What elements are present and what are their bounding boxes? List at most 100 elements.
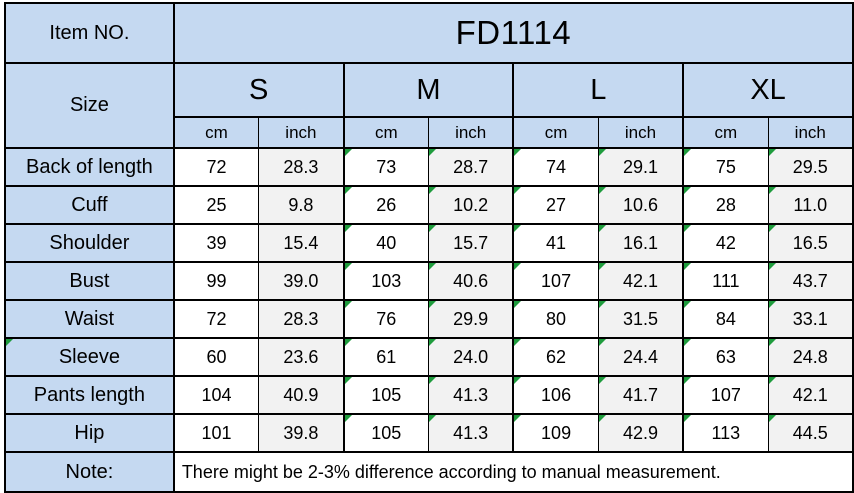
- unit-s-cm: cm: [172, 116, 260, 149]
- measure-value-cell: 27: [512, 185, 599, 225]
- unit-xl-inch: inch: [767, 116, 854, 149]
- flag-marker-icon: [769, 264, 776, 270]
- note-label: Note:: [4, 451, 175, 493]
- measure-value-cell: 29.1: [597, 147, 684, 187]
- size-chart-table: Item NO. FD1114 Size S M L XL cm inch cm…: [4, 2, 854, 493]
- flag-marker-icon: [599, 264, 606, 270]
- row-label-sleeve: Sleeve: [4, 337, 175, 377]
- flag-marker-icon: [429, 188, 436, 194]
- unit-s-inch: inch: [258, 116, 345, 149]
- flag-marker-icon: [515, 340, 522, 346]
- measure-value-cell: 103: [342, 261, 429, 301]
- measure-value-cell: 111: [682, 261, 769, 301]
- unit-l-inch: inch: [597, 116, 684, 149]
- measure-value-cell: 33.1: [767, 299, 854, 339]
- measure-value: 73: [376, 156, 397, 177]
- measure-value-cell: 39: [172, 223, 260, 263]
- table-row-back-of-length: Back of length 72 28.3 73 28.7 74 29.1 7…: [4, 147, 854, 187]
- measure-value-cell: 39.8: [258, 413, 345, 453]
- measure-value-cell: 44.5: [767, 413, 854, 453]
- flag-marker-icon: [345, 340, 352, 346]
- measure-value: 42.1: [792, 384, 828, 405]
- measure-value-cell: 73: [342, 147, 429, 187]
- flag-marker-icon: [599, 302, 606, 308]
- measure-value: 41.3: [453, 384, 489, 405]
- measure-value-cell: 28.3: [258, 147, 345, 187]
- flag-marker-icon: [685, 264, 692, 270]
- unit-m-inch: inch: [427, 116, 514, 149]
- flag-marker-icon: [429, 226, 436, 232]
- measure-value: 10.6: [622, 194, 658, 215]
- measure-value: 29.5: [792, 156, 828, 177]
- size-group-m: M: [342, 62, 514, 118]
- table-row-sleeve: Sleeve 60 23.6 61 24.0 62 24.4 63 24.8: [4, 337, 854, 377]
- measure-value: 41.3: [453, 422, 489, 443]
- item-no-value: FD1114: [172, 2, 854, 64]
- flag-marker-icon: [685, 416, 692, 422]
- measure-value-cell: 10.6: [597, 185, 684, 225]
- measure-value-cell: 60: [172, 337, 260, 377]
- size-group-xl: XL: [682, 62, 854, 118]
- measure-value: 106: [541, 384, 572, 405]
- measure-value-cell: 43.7: [767, 261, 854, 301]
- measure-value: 105: [371, 422, 402, 443]
- measure-value-cell: 42.9: [597, 413, 684, 453]
- flag-marker-icon: [345, 188, 352, 194]
- measure-value-cell: 39.0: [258, 261, 345, 301]
- measure-value: 16.5: [792, 232, 828, 253]
- flag-marker-icon: [685, 378, 692, 384]
- measure-value: 10.2: [453, 194, 489, 215]
- flag-marker-icon: [515, 378, 522, 384]
- flag-marker-icon: [685, 340, 692, 346]
- flag-marker-icon: [345, 378, 352, 384]
- measure-value-cell: 72: [172, 299, 260, 339]
- measure-value: 76: [376, 308, 397, 329]
- measure-value-cell: 29.5: [767, 147, 854, 187]
- flag-marker-icon: [429, 378, 436, 384]
- unit-m-cm: cm: [342, 116, 429, 149]
- measure-value-cell: 99: [172, 261, 260, 301]
- flag-marker-icon: [599, 150, 606, 156]
- measure-value-cell: 15.4: [258, 223, 345, 263]
- measure-value-cell: 15.7: [427, 223, 514, 263]
- row-label-bust: Bust: [4, 261, 175, 301]
- flag-marker-icon: [429, 150, 436, 156]
- flag-marker-icon: [769, 226, 776, 232]
- row-label-shoulder: Shoulder: [4, 223, 175, 263]
- flag-marker-icon: [429, 340, 436, 346]
- measure-value-cell: 84: [682, 299, 769, 339]
- measure-value: 44.5: [792, 422, 828, 443]
- size-group-s: S: [172, 62, 345, 118]
- measure-value-cell: 72: [172, 147, 260, 187]
- flag-marker-icon: [515, 302, 522, 308]
- measure-value-cell: 25: [172, 185, 260, 225]
- flag-marker-icon: [599, 340, 606, 346]
- measure-value: 26: [376, 194, 397, 215]
- flag-marker-icon: [685, 302, 692, 308]
- measure-value-cell: 113: [682, 413, 769, 453]
- measure-value-cell: 109: [512, 413, 599, 453]
- measure-value-cell: 24.8: [767, 337, 854, 377]
- measure-value-cell: 31.5: [597, 299, 684, 339]
- measure-value-cell: 28: [682, 185, 769, 225]
- measure-value: 27: [546, 194, 567, 215]
- measure-value-cell: 16.5: [767, 223, 854, 263]
- measure-value: 62: [546, 346, 567, 367]
- row-label-pants-length: Pants length: [4, 375, 175, 415]
- measure-value: 24.4: [622, 346, 658, 367]
- measure-value-cell: 28.3: [258, 299, 345, 339]
- flag-marker-icon: [515, 264, 522, 270]
- flag-marker-icon: [6, 340, 13, 346]
- flag-marker-icon: [685, 150, 692, 156]
- measure-value-cell: 40.9: [258, 375, 345, 415]
- measure-value: 28.7: [453, 156, 489, 177]
- flag-marker-icon: [685, 188, 692, 194]
- item-no-label: Item NO.: [4, 2, 175, 64]
- item-row: Item NO. FD1114: [4, 2, 854, 64]
- flag-marker-icon: [515, 226, 522, 232]
- measure-value: 111: [712, 270, 740, 291]
- measure-value: 33.1: [792, 308, 828, 329]
- flag-marker-icon: [345, 150, 352, 156]
- measure-value-cell: 24.0: [427, 337, 514, 377]
- measure-value-cell: 106: [512, 375, 599, 415]
